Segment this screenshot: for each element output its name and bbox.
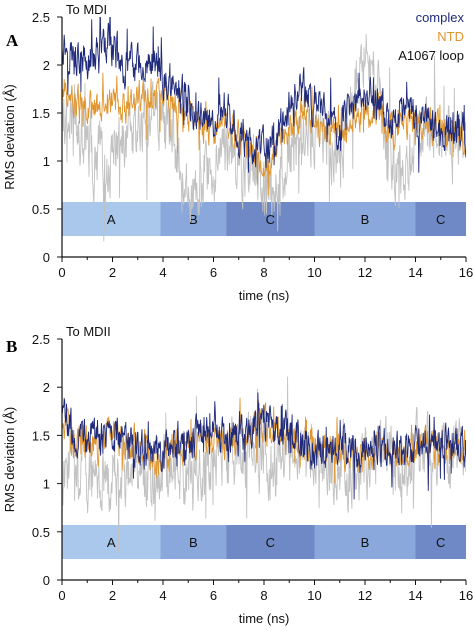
panel-letter: A bbox=[6, 31, 19, 50]
chart-panel-a: A To MDI A B C B C 0 0.5 1 1.5 2 2.5 0 2 4 6 8 10 12 14 16 tim… bbox=[2, 2, 473, 303]
x-tick-label: 16 bbox=[459, 265, 473, 280]
chart-title: To MDI bbox=[66, 2, 107, 17]
x-tick-label: 4 bbox=[159, 265, 166, 280]
series-line-complex bbox=[62, 17, 466, 173]
x-tick-label: 2 bbox=[109, 588, 116, 603]
x-tick-label: 2 bbox=[109, 265, 116, 280]
x-tick-label: 14 bbox=[408, 265, 422, 280]
phase-segment-label: B bbox=[189, 212, 198, 227]
phase-segment-label: B bbox=[361, 212, 370, 227]
y-tick-label: 2 bbox=[43, 380, 50, 395]
y-tick-label: 1 bbox=[43, 477, 50, 492]
phase-segment-label: B bbox=[361, 535, 370, 550]
y-tick-label: 1 bbox=[43, 154, 50, 169]
phase-segment bbox=[62, 202, 161, 236]
y-tick-label: 1.5 bbox=[32, 428, 50, 443]
phase-segment bbox=[62, 525, 161, 559]
y-tick-label: 2 bbox=[43, 58, 50, 73]
x-tick-label: 10 bbox=[307, 588, 321, 603]
chart-panel-b: B To MDII A B C B C 0 0.5 1 1.5 2 2.5 0 2 4 6 8 10 12 14 16 ti… bbox=[2, 324, 473, 626]
panel-letter: B bbox=[6, 337, 17, 356]
phase-segment-label: C bbox=[266, 212, 275, 227]
x-tick-label: 8 bbox=[260, 265, 267, 280]
x-tick-label: 14 bbox=[408, 588, 422, 603]
phase-segment-label: C bbox=[436, 535, 445, 550]
x-tick-label: 16 bbox=[459, 588, 473, 603]
legend-entry: complex bbox=[416, 10, 465, 25]
y-tick-label: 1.5 bbox=[32, 106, 50, 121]
phase-segment bbox=[226, 202, 315, 236]
x-tick-label: 12 bbox=[358, 265, 372, 280]
y-tick-label: 0 bbox=[43, 573, 50, 588]
x-tick-label: 4 bbox=[159, 588, 166, 603]
phase-segment-label: C bbox=[436, 212, 445, 227]
y-tick-label: 0.5 bbox=[32, 202, 50, 217]
phase-segment bbox=[160, 525, 227, 559]
phase-segment-label: A bbox=[107, 535, 116, 550]
x-axis-label: time (ns) bbox=[239, 288, 290, 303]
x-tick-label: 12 bbox=[358, 588, 372, 603]
phase-segment bbox=[314, 525, 416, 559]
phase-segment-label: C bbox=[266, 535, 275, 550]
phase-segment bbox=[415, 202, 466, 236]
y-tick-label: 2.5 bbox=[32, 332, 50, 347]
x-tick-label: 10 bbox=[307, 265, 321, 280]
x-tick-label: 0 bbox=[58, 265, 65, 280]
legend-entry: NTD bbox=[437, 29, 464, 44]
series-line-NTD bbox=[62, 72, 466, 196]
phase-segment-label: A bbox=[107, 212, 116, 227]
y-tick-label: 2.5 bbox=[32, 10, 50, 25]
y-axis-label: RMS deviation (Å) bbox=[2, 407, 17, 512]
x-tick-label: 0 bbox=[58, 588, 65, 603]
y-tick-label: 0 bbox=[43, 250, 50, 265]
phase-segment bbox=[226, 525, 315, 559]
y-tick-label: 0.5 bbox=[32, 525, 50, 540]
x-tick-label: 8 bbox=[260, 588, 267, 603]
x-tick-label: 6 bbox=[210, 265, 217, 280]
series-line-loop bbox=[62, 376, 466, 553]
y-axis-label: RMS deviation (Å) bbox=[2, 84, 17, 189]
phase-segment bbox=[160, 202, 227, 236]
x-tick-label: 6 bbox=[210, 588, 217, 603]
phase-segment-label: B bbox=[189, 535, 198, 550]
legend: complex NTD A1067 loop bbox=[398, 10, 464, 63]
phase-segment bbox=[415, 525, 466, 559]
legend-entry: A1067 loop bbox=[398, 48, 464, 63]
x-axis-label: time (ns) bbox=[239, 611, 290, 626]
chart-title: To MDII bbox=[66, 324, 111, 339]
series-line-complex bbox=[62, 392, 466, 500]
